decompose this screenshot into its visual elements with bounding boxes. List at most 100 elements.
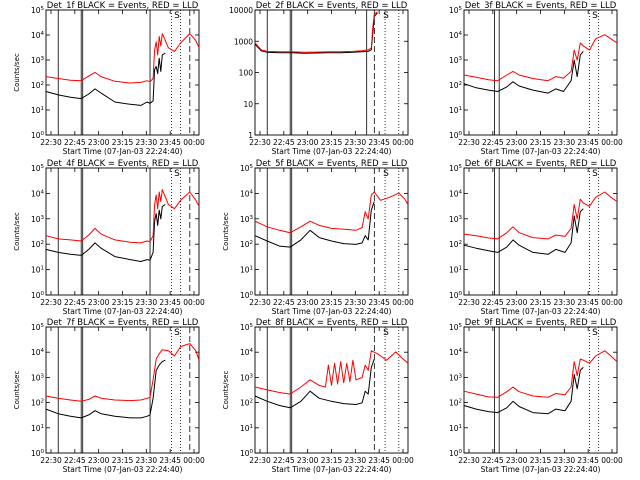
annotation-label: S [174,328,180,338]
y-tick-label: 101 [449,266,462,275]
y-tick-label: 1000 [234,37,253,46]
x-tick-label: 23:15 [321,298,343,307]
y-tick-label: 101 [31,424,44,433]
x-tick-label: 00:00 [183,456,205,465]
plot-frame [463,326,618,454]
annotation-label: S [174,11,180,21]
x-tick-label: 22:30 [40,138,62,147]
x-tick-label: 23:00 [88,456,110,465]
y-tick-label: 100 [449,131,463,140]
x-tick-label: 22:30 [40,456,62,465]
x-tick-label: 22:30 [249,298,271,307]
x-tick-label: 00:00 [601,298,623,307]
series-line-events [45,204,166,262]
x-tick-label: 22:30 [40,298,62,307]
y-tick-label: 104 [31,348,45,357]
y-tick-label: 100 [449,449,463,458]
series-line-events [254,358,375,409]
y-tick-label: 100 [240,291,254,300]
chart-title: Det_4f BLACK = Events, RED = LLD [47,159,199,169]
x-tick-label: 23:00 [88,298,110,307]
y-tick-label: 104 [31,189,45,198]
x-tick-label: 23:15 [321,456,343,465]
x-tick-label: 23:00 [297,138,319,147]
y-tick-label: 102 [31,81,44,90]
y-tick-label: 100 [31,131,45,140]
series-line-events [463,51,584,94]
chart-title: Det_5f BLACK = Events, RED = LLD [256,159,408,169]
x-tick-label: 00:00 [392,298,414,307]
x-tick-label: 23:30 [345,138,367,147]
x-tick-label: 00:00 [183,138,205,147]
series-line-lld [254,350,409,395]
x-tick-label: 22:30 [249,138,271,147]
x-tick-label: 23:30 [554,456,576,465]
series-line-events [254,201,375,248]
y-axis-label: Counts/sec [13,371,21,410]
y-tick-label: 103 [240,373,254,382]
y-tick-label: 105 [449,6,463,15]
chart-title: Det_1f BLACK = Events, RED = LLD [47,1,199,11]
x-tick-label: 22:30 [458,138,480,147]
x-tick-label: 22:45 [482,138,504,147]
y-tick-label: 103 [31,373,45,382]
series-line-events [45,359,166,419]
x-tick-label: 23:15 [530,138,552,147]
x-tick-label: 23:00 [506,298,528,307]
x-tick-label: 00:00 [601,456,623,465]
y-tick-label: 101 [31,106,44,115]
chart-panel-4: Det_4f BLACK = Events, RED = LLD 100 101 10… [13,159,205,316]
y-tick-label: 104 [449,189,463,198]
y-tick-label: 100 [449,291,463,300]
series-line-lld [463,191,618,240]
annotation-label: S [383,11,389,21]
y-tick-label: 101 [240,266,253,275]
x-tick-label: 23:00 [297,298,319,307]
x-tick-label: 23:30 [345,298,367,307]
y-tick-label: 103 [240,215,254,224]
y-tick-label: 101 [31,266,44,275]
x-tick-label: 22:30 [249,456,271,465]
x-tick-label: 23:45 [577,298,599,307]
y-axis-label: Counts/sec [222,371,230,410]
y-tick-label: 100 [31,449,45,458]
x-tick-label: 23:15 [321,138,343,147]
y-tick-label: 105 [31,323,45,332]
x-axis-label: Start Time (07-Jan-03 22:24:40) [63,307,183,316]
chart-panel-3: Det_3f BLACK = Events, RED = LLD 100 101 10… [449,1,623,156]
chart-title: Det_8f BLACK = Events, RED = LLD [256,318,408,328]
y-tick-label: 104 [31,31,45,40]
chart-panel-1: Det_1f BLACK = Events, RED = LLD 100 101 10… [13,1,205,156]
series-line-lld [254,11,378,53]
chart-title: Det_2f BLACK = Events, RED = LLD [256,1,408,11]
x-tick-label: 23:45 [159,138,181,147]
x-axis-label: Start Time (07-Jan-03 22:24:40) [272,147,392,156]
y-tick-label: 101 [449,106,462,115]
x-tick-label: 22:30 [458,456,480,465]
x-axis-label: Start Time (07-Jan-03 22:24:40) [272,307,392,316]
x-tick-label: 23:15 [530,456,552,465]
y-tick-label: 102 [31,240,44,249]
y-tick-label: 105 [31,164,45,173]
y-tick-label: 105 [240,164,254,173]
x-tick-label: 23:30 [136,456,158,465]
plot-frame [463,167,618,296]
y-tick-label: 101 [240,424,253,433]
annotation-label: S [174,169,180,179]
y-tick-label: 105 [449,323,463,332]
x-tick-label: 22:30 [458,298,480,307]
x-tick-label: 00:00 [183,298,205,307]
x-tick-label: 23:15 [530,298,552,307]
x-tick-label: 23:45 [368,298,390,307]
x-tick-label: 23:30 [554,138,576,147]
y-tick-label: 105 [449,164,463,173]
x-tick-label: 22:45 [482,456,504,465]
chart-title: Det_7f BLACK = Events, RED = LLD [47,318,199,328]
x-tick-label: 23:30 [345,456,367,465]
y-tick-label: 103 [449,215,463,224]
series-line-events [254,12,378,54]
y-tick-label: 10000 [229,6,253,15]
annotation-label: S [383,169,389,179]
plot-frame [45,9,200,136]
